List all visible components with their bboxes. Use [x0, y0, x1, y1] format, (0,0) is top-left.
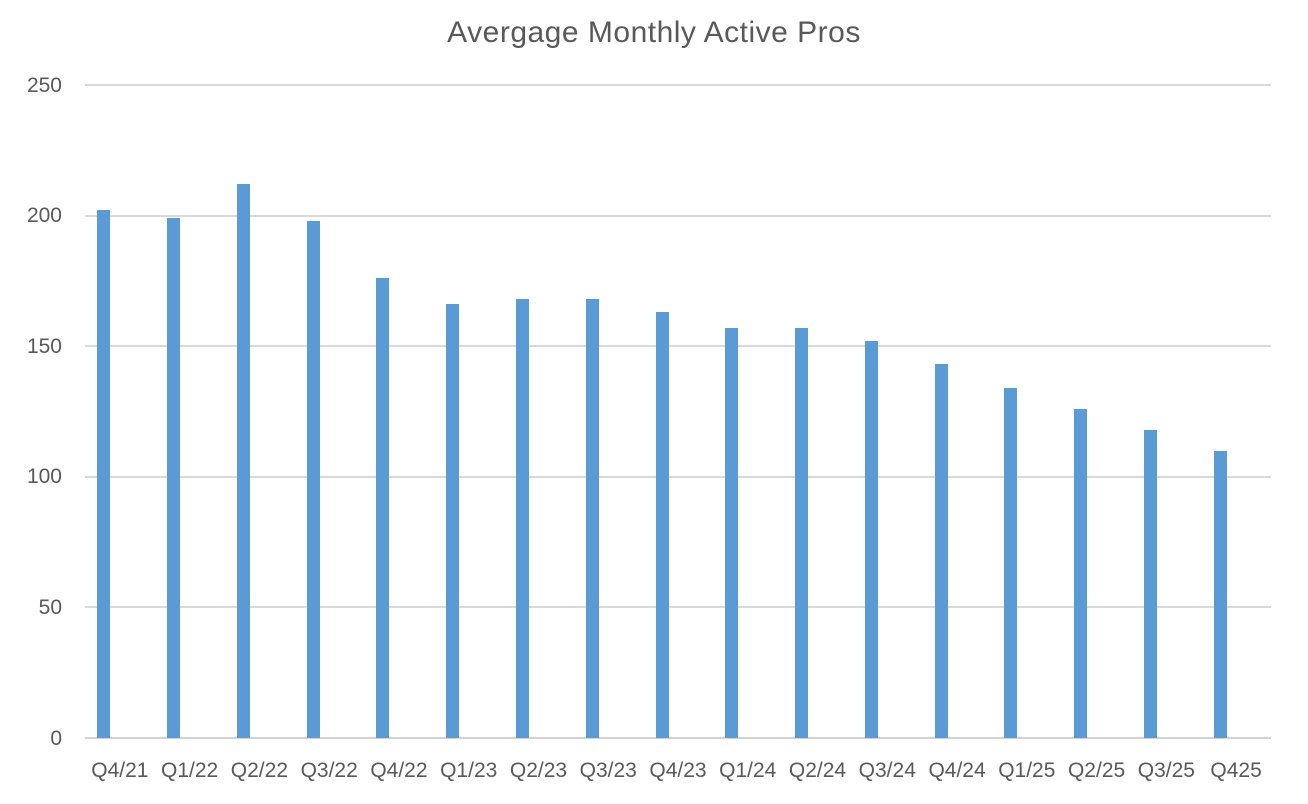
- x-tick-label: Q2/25: [1067, 759, 1126, 782]
- y-tick-label: 50: [38, 595, 62, 619]
- y-tick-label: 100: [26, 465, 62, 489]
- x-tick-label: Q1/24: [719, 759, 777, 782]
- bar: [1004, 388, 1018, 738]
- x-tick-label: Q1/25: [998, 759, 1056, 782]
- bar: [1143, 429, 1157, 738]
- bar: [515, 299, 529, 738]
- y-tick-label: 0: [50, 726, 62, 750]
- y-tick-label: 200: [26, 204, 62, 228]
- chart-title: Avergage Monthly Active Pros: [447, 16, 861, 49]
- bar: [725, 327, 739, 738]
- x-tick-label: Q3/25: [1137, 759, 1195, 782]
- x-tick-label: Q1/22: [161, 759, 219, 782]
- gridline: [85, 737, 1271, 739]
- gridline: [85, 475, 1271, 478]
- x-tick-label: Q2/22: [230, 759, 289, 782]
- x-tick-label: Q4/22: [370, 759, 428, 782]
- x-tick-label: Q3/24: [858, 759, 916, 782]
- y-tick-label: 150: [26, 334, 62, 358]
- bar: [864, 340, 878, 738]
- bar: [306, 220, 320, 738]
- bar: [167, 218, 181, 738]
- x-tick-label: Q2/23: [509, 759, 568, 782]
- bar: [376, 278, 390, 738]
- bar: [934, 364, 948, 738]
- x-tick-label: Q4/21: [91, 759, 149, 782]
- x-tick-label: Q425: [1210, 759, 1262, 782]
- x-tick-label: Q3/22: [300, 759, 358, 782]
- bar: [236, 184, 250, 738]
- x-tick-label: Q4/24: [928, 759, 986, 782]
- bar: [795, 327, 809, 738]
- x-tick-label: Q4/23: [649, 759, 707, 782]
- gridline: [85, 214, 1271, 217]
- bar: [1213, 450, 1227, 738]
- x-tick-label: Q3/23: [579, 759, 637, 782]
- gridline: [85, 606, 1271, 609]
- bar: [1074, 408, 1088, 738]
- bar: [97, 210, 111, 738]
- bar: [446, 304, 460, 738]
- bar: [655, 312, 669, 738]
- y-tick-label: 250: [26, 73, 62, 97]
- gridline: [85, 84, 1271, 86]
- gridline: [85, 345, 1271, 348]
- x-tick-label: Q2/24: [788, 759, 847, 782]
- bar: [585, 299, 599, 738]
- plot-area: [85, 84, 1271, 739]
- x-tick-label: Q1/23: [440, 759, 498, 782]
